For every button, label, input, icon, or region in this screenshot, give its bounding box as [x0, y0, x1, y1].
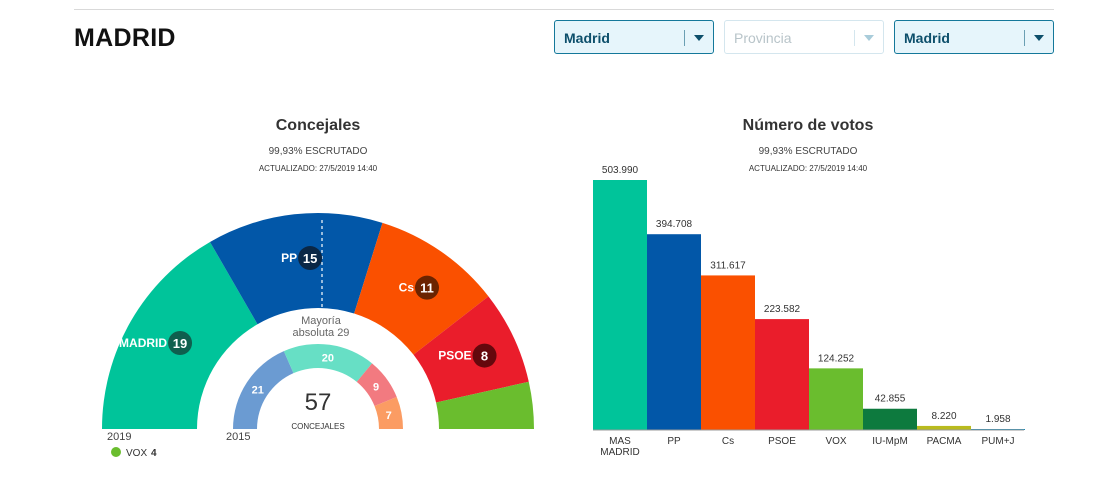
- total-seats-label: CONCEJALES: [291, 422, 344, 431]
- select-separator: [684, 30, 685, 46]
- bar-rect: [647, 234, 701, 430]
- bar-value-label: 503.990: [602, 165, 639, 176]
- seats-chart-scrutiny: 99,93% ESCRUTADO: [269, 146, 368, 157]
- bar-category-label: PUM+J: [981, 436, 1014, 447]
- select-separator: [854, 30, 855, 46]
- municipality-select-value: Madrid: [904, 30, 950, 46]
- bar-category-label: IU-MpM: [872, 436, 908, 447]
- seat-count: 19: [173, 336, 187, 351]
- legend-vox-dot: [111, 447, 121, 457]
- party-name: Cs: [399, 281, 415, 295]
- bar-psoe: 223.582 PSOE: [755, 304, 809, 447]
- seat-count: 8: [481, 349, 488, 364]
- seat-label-psoe: PSOE 8: [438, 343, 497, 368]
- inner-seat-count: 7: [386, 410, 392, 422]
- party-name: PSOE: [438, 349, 471, 363]
- province-select-placeholder: Provincia: [734, 30, 792, 46]
- chevron-down-icon[interactable]: [1034, 35, 1044, 41]
- party-name: PP: [281, 251, 297, 265]
- bar-rect: [863, 408, 917, 430]
- outer-ring-labels: MÁS MADRID 19 PP 15 Cs 11 PSOE 8: [89, 246, 497, 368]
- seat-label-cs: Cs 11: [399, 275, 440, 300]
- province-select[interactable]: Provincia: [724, 20, 884, 54]
- bar-pacma: 8.220 PACMA: [917, 411, 971, 447]
- party-name: MÁS MADRID: [89, 335, 167, 350]
- page-title: MADRID: [74, 24, 176, 52]
- bar-rect: [755, 319, 809, 430]
- bar-category-label: PSOE: [768, 436, 796, 447]
- total-seats-value: 57: [305, 389, 332, 416]
- majority-label: Mayoría: [301, 315, 342, 327]
- bar-iu-mpm: 42.855 IU-MpM: [863, 394, 917, 447]
- bar-rect: [701, 275, 755, 430]
- bar-rect: [593, 180, 647, 430]
- seat-segment-psoe: [413, 296, 529, 403]
- seat-segment-vox: [436, 381, 534, 429]
- seat-count-badge: [298, 246, 323, 271]
- bar-rect: [917, 425, 971, 430]
- seat-count-badge: [168, 331, 193, 355]
- legend-vox-seats: 4: [151, 448, 157, 459]
- inner-seat-count: 9: [373, 381, 379, 393]
- seat-label-m-s-madrid: MÁS MADRID 19: [89, 331, 193, 355]
- inner-ring-labels: 21 20 9 7: [252, 353, 392, 423]
- bar-value-label: 124.252: [818, 353, 855, 364]
- bar-vox: 124.252 VOX: [809, 353, 863, 447]
- inner-ring-2015: [233, 344, 403, 429]
- bar-category-label: VOX: [825, 436, 846, 447]
- majority-value-label: absoluta 29: [293, 327, 350, 339]
- chevron-down-icon[interactable]: [864, 35, 874, 41]
- year-inner-label: 2015: [226, 431, 250, 443]
- bar-value-label: 42.855: [875, 394, 906, 405]
- bar-rect: [809, 368, 863, 430]
- region-select-value: Madrid: [564, 30, 610, 46]
- region-select[interactable]: Madrid: [554, 20, 714, 54]
- header-divider: [74, 9, 1054, 10]
- municipality-select[interactable]: Madrid: [894, 20, 1054, 54]
- votes-chart-title: Número de votos: [743, 117, 874, 134]
- bar-category-label: MAS: [609, 436, 631, 447]
- seats-chart-title: Concejales: [276, 117, 361, 134]
- inner-seat-count: 20: [322, 353, 334, 365]
- votes-chart-updated: ACTUALIZADO: 27/5/2019 14:40: [749, 164, 868, 173]
- inner-segment-1: [233, 351, 294, 429]
- bar-category-label: Cs: [722, 436, 734, 447]
- seat-count: 11: [420, 281, 434, 296]
- bar-cs: 311.617 Cs: [701, 260, 755, 447]
- bar-category-label: MADRID: [600, 447, 639, 458]
- seats-chart-updated: ACTUALIZADO: 27/5/2019 14:40: [259, 164, 378, 173]
- seat-segment-pp: [210, 213, 383, 325]
- bar-value-label: 1.958: [985, 414, 1010, 425]
- bar-pp: 394.708 PP: [647, 219, 701, 447]
- seat-count-badge: [415, 275, 440, 300]
- bar-value-label: 394.708: [656, 219, 693, 230]
- seat-count: 15: [303, 251, 317, 266]
- chevron-down-icon[interactable]: [694, 35, 704, 41]
- seat-count-badge: [472, 343, 497, 368]
- legend-vox-party: VOX: [126, 448, 147, 459]
- year-outer-label: 2019: [107, 431, 131, 443]
- bar-value-label: 8.220: [931, 411, 956, 422]
- votes-chart-scrutiny: 99,93% ESCRUTADO: [759, 146, 858, 157]
- bar-category-label: PP: [667, 436, 681, 447]
- inner-segment-3: [356, 363, 397, 407]
- bar-value-label: 311.617: [710, 260, 746, 271]
- select-separator: [1024, 30, 1025, 46]
- inner-seat-count: 21: [252, 385, 264, 397]
- inner-segment-4: [374, 397, 403, 429]
- seat-label-pp: PP 15: [281, 246, 323, 271]
- bar-category-label: PACMA: [927, 436, 962, 447]
- inner-segment-2: [283, 344, 373, 382]
- bar-value-label: 223.582: [764, 304, 801, 315]
